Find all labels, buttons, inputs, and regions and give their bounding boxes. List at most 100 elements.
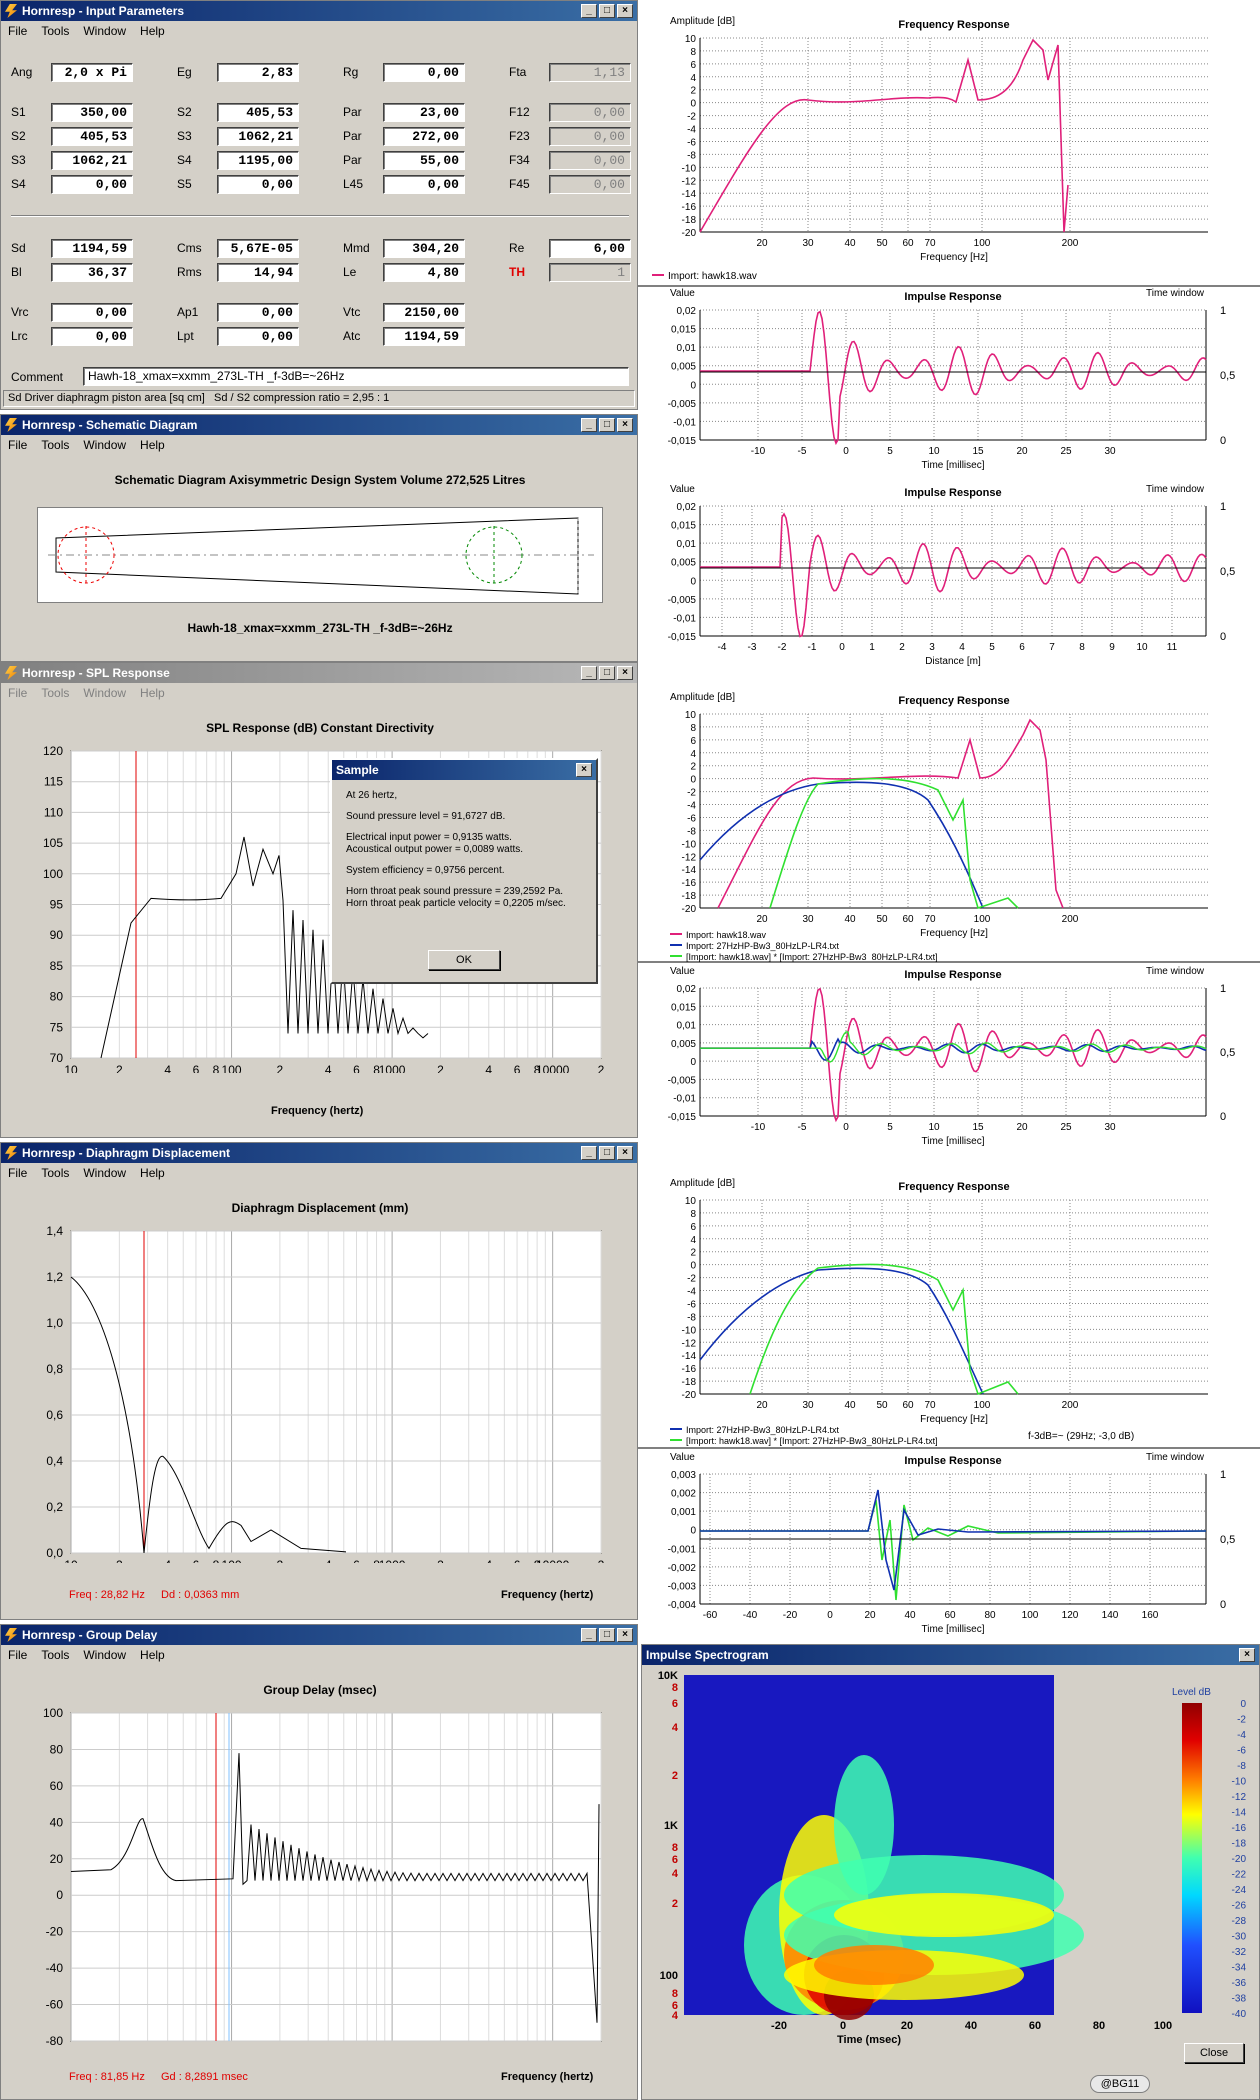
menu-tools[interactable]: Tools: [41, 24, 70, 38]
param-field[interactable]: 14,94: [217, 263, 299, 282]
menu-tools[interactable]: Tools: [41, 686, 70, 700]
param-field[interactable]: 0,00: [549, 103, 631, 122]
close-spectrogram-button[interactable]: Close: [1184, 2043, 1244, 2063]
param-field[interactable]: 0,00: [217, 303, 299, 322]
maximize-button[interactable]: □: [599, 418, 615, 432]
menu-file[interactable]: File: [8, 686, 28, 700]
freq-readout: Freq : 28,82 Hz: [69, 1589, 145, 1601]
param-field[interactable]: 55,00: [383, 151, 465, 170]
right-tick-label: 1: [1220, 983, 1226, 995]
maximize-button[interactable]: □: [599, 1146, 615, 1160]
param-field[interactable]: 272,00: [383, 127, 465, 146]
menu-window[interactable]: Window: [83, 1648, 127, 1662]
spectrogram-window: Impulse Spectrogram × 10K 8 6 4 2 1K 8 6 4 2 100 8 6 4…: [641, 1644, 1260, 2100]
param-field[interactable]: 0,00: [51, 327, 133, 346]
param-field[interactable]: 0,00: [383, 63, 465, 82]
close-button[interactable]: ×: [617, 4, 633, 18]
menu-window[interactable]: Window: [83, 1166, 127, 1180]
param-field[interactable]: 0,00: [51, 175, 133, 194]
y-tick-label: -18: [682, 215, 697, 226]
close-button[interactable]: ×: [617, 666, 633, 680]
param-field[interactable]: 0,00: [217, 327, 299, 346]
y-tick-label: -18: [682, 1377, 697, 1388]
param-field[interactable]: 6,00: [549, 239, 631, 258]
y-tick-label: -0,015: [668, 632, 697, 643]
param-field[interactable]: 1062,21: [51, 151, 133, 170]
param-field[interactable]: 1195,00: [217, 151, 299, 170]
menu-file[interactable]: File: [8, 1166, 28, 1180]
menu-help[interactable]: Help: [140, 24, 165, 38]
maximize-button[interactable]: □: [599, 666, 615, 680]
param-field[interactable]: 1062,21: [217, 127, 299, 146]
param-field[interactable]: 4,80: [383, 263, 465, 282]
maximize-button[interactable]: □: [599, 1628, 615, 1642]
maximize-button[interactable]: □: [599, 4, 615, 18]
param-field[interactable]: 1,13: [549, 63, 631, 82]
menu-help[interactable]: Help: [140, 438, 165, 452]
param-field[interactable]: 2,0 x Pi: [51, 63, 133, 82]
param-field[interactable]: 0,00: [549, 175, 631, 194]
param-field[interactable]: 0,00: [383, 175, 465, 194]
menu-tools[interactable]: Tools: [41, 438, 70, 452]
level-label: Level dB: [1172, 1687, 1211, 1698]
param-field[interactable]: 1: [549, 263, 631, 282]
y-tick-label: -10: [682, 163, 697, 174]
param-field[interactable]: 0,00: [51, 303, 133, 322]
level-tick-label: -2: [1237, 1715, 1246, 1726]
menu-file[interactable]: File: [8, 24, 28, 38]
menu-file[interactable]: File: [8, 438, 28, 452]
param-field[interactable]: 0,00: [217, 175, 299, 194]
y-tick-label: -0,015: [668, 436, 697, 447]
y-tick-label: 6: [690, 1222, 696, 1233]
y-tick-label: -16: [682, 202, 697, 213]
group-delay-trace: [70, 1753, 600, 2023]
menu-tools[interactable]: Tools: [41, 1166, 70, 1180]
y-tick-label: 10K: [658, 1670, 678, 1682]
level-tick-label: -18: [1232, 1839, 1247, 1850]
param-field[interactable]: 1194,59: [51, 239, 133, 258]
param-field[interactable]: 350,00: [51, 103, 133, 122]
minimize-button[interactable]: _: [581, 1628, 597, 1642]
y-tick-label: 0,6: [46, 1408, 63, 1422]
menu-window[interactable]: Window: [83, 686, 127, 700]
y-tick-label: -8: [687, 826, 696, 837]
x-tick-label: 4: [325, 1063, 332, 1073]
y-tick-label: 2: [690, 86, 696, 97]
close-button[interactable]: ×: [617, 418, 633, 432]
minimize-button[interactable]: _: [581, 4, 597, 18]
x-tick-label: 100: [1022, 1610, 1039, 1621]
param-field[interactable]: 23,00: [383, 103, 465, 122]
param-field[interactable]: 2,83: [217, 63, 299, 82]
close-button[interactable]: ×: [617, 1146, 633, 1160]
param-field[interactable]: 2150,00: [383, 303, 465, 322]
param-field[interactable]: 36,37: [51, 263, 133, 282]
param-field[interactable]: 1194,59: [383, 327, 465, 346]
menu-help[interactable]: Help: [140, 686, 165, 700]
param-field[interactable]: 405,53: [51, 127, 133, 146]
param-field[interactable]: 5,67E-05: [217, 239, 299, 258]
close-button[interactable]: ×: [617, 1628, 633, 1642]
ok-button[interactable]: OK: [428, 950, 500, 970]
minimize-button[interactable]: _: [581, 1146, 597, 1160]
menu-window[interactable]: Window: [83, 24, 127, 38]
minimize-button[interactable]: _: [581, 418, 597, 432]
menu-help[interactable]: Help: [140, 1166, 165, 1180]
x-tick-label: 4: [325, 1558, 332, 1563]
param-field[interactable]: 0,00: [549, 151, 631, 170]
param-label: Lpt: [177, 329, 194, 343]
minimize-button[interactable]: _: [581, 666, 597, 680]
menu-help[interactable]: Help: [140, 1648, 165, 1662]
menu-file[interactable]: File: [8, 1648, 28, 1662]
param-field[interactable]: 0,00: [549, 127, 631, 146]
menu-window[interactable]: Window: [83, 438, 127, 452]
x-tick-label: 10000: [536, 1063, 570, 1073]
close-button[interactable]: ×: [1239, 1648, 1255, 1662]
param-field[interactable]: 405,53: [217, 103, 299, 122]
legend-entry: Import: hawk18.wav: [668, 271, 757, 282]
param-field[interactable]: 304,20: [383, 239, 465, 258]
param-label: S2: [177, 105, 192, 119]
comment-field[interactable]: Hawh-18_xmax=xxmm_273L-TH _f-3dB=~26Hz: [83, 367, 629, 386]
menu-tools[interactable]: Tools: [41, 1648, 70, 1662]
close-button[interactable]: ×: [576, 763, 592, 777]
